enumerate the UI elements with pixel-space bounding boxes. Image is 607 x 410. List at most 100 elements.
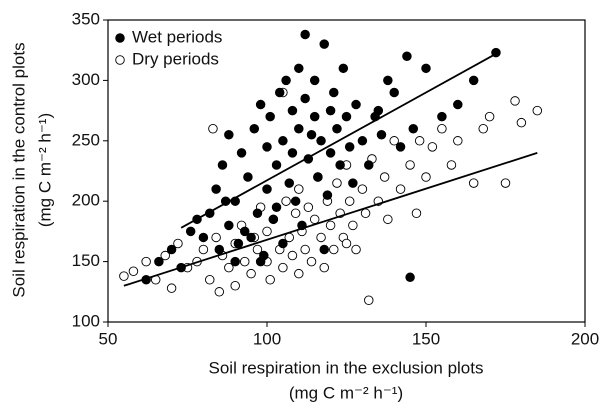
point [478, 123, 488, 134]
point [437, 111, 447, 122]
point [249, 123, 260, 134]
legend-marker [115, 33, 125, 43]
y-tick-label: 250 [72, 130, 100, 149]
point [278, 136, 288, 146]
y-tick-label: 300 [72, 70, 100, 89]
point [287, 148, 298, 158]
point [246, 268, 256, 279]
point [274, 87, 285, 98]
point [303, 202, 314, 212]
point [322, 190, 333, 200]
point [239, 256, 250, 267]
point [262, 184, 272, 194]
point [294, 268, 304, 279]
point [185, 226, 196, 237]
point [446, 160, 457, 170]
y-tick-label: 200 [72, 191, 100, 210]
point [236, 148, 247, 158]
y-axis-label: Soil respiration in the control plots [9, 42, 28, 297]
point [319, 262, 329, 273]
point [376, 130, 387, 140]
point [294, 123, 304, 134]
point [309, 111, 320, 122]
point [332, 123, 342, 134]
x-tick-label: 200 [571, 329, 599, 348]
point [341, 238, 352, 249]
point [453, 136, 463, 146]
point [316, 136, 326, 146]
point [278, 262, 288, 273]
point [166, 244, 177, 255]
point [255, 99, 266, 110]
point [271, 160, 282, 170]
point [262, 142, 272, 152]
point [344, 142, 355, 152]
y-axis-units: (mg C m⁻² h⁻¹) [35, 113, 54, 227]
point [278, 238, 288, 249]
legend-label: Wet periods [132, 27, 222, 46]
point [198, 232, 209, 243]
point [211, 184, 221, 194]
point [306, 130, 317, 140]
point [173, 238, 183, 249]
point [453, 99, 463, 110]
point [357, 184, 368, 194]
point [211, 232, 221, 243]
point [233, 238, 244, 249]
point [351, 99, 361, 110]
point [364, 160, 374, 170]
point [224, 262, 234, 273]
point [389, 87, 399, 98]
y-tick-label: 100 [72, 311, 100, 330]
point [294, 184, 304, 194]
point [243, 172, 253, 182]
x-axis-label: Soil respiration in the exclusion plots [209, 358, 484, 377]
legend-label: Dry periods [132, 49, 219, 68]
point [344, 196, 355, 206]
point [357, 136, 368, 146]
point [141, 256, 151, 267]
point [262, 226, 272, 237]
point [437, 123, 447, 134]
point [208, 123, 218, 134]
x-tick-label: 100 [253, 329, 281, 348]
point [341, 111, 352, 122]
point [214, 244, 225, 255]
point [316, 232, 326, 243]
point [532, 105, 543, 116]
point [160, 250, 170, 261]
point [325, 220, 336, 231]
point [500, 178, 511, 188]
point [198, 244, 209, 255]
point [128, 266, 139, 277]
point [230, 281, 240, 291]
point [468, 178, 479, 188]
point [252, 244, 263, 255]
trend-line [123, 152, 538, 287]
point [319, 39, 329, 49]
point [325, 148, 336, 158]
x-axis-units: (mg C m⁻² h⁻¹) [289, 383, 403, 402]
point [290, 196, 301, 206]
point [239, 226, 250, 237]
point [329, 244, 339, 255]
legend-marker [115, 55, 125, 65]
point [166, 283, 177, 293]
point [364, 295, 374, 306]
point [309, 75, 320, 86]
point [265, 274, 275, 285]
point [389, 136, 399, 146]
point [338, 63, 349, 74]
point [360, 208, 371, 219]
point [271, 202, 282, 212]
point [306, 256, 317, 267]
point [214, 287, 225, 297]
point [281, 196, 291, 206]
plot-frame [107, 19, 586, 323]
point [402, 51, 412, 61]
point [284, 178, 295, 188]
point [421, 63, 431, 74]
point [300, 244, 310, 255]
point [154, 256, 164, 267]
y-tick-label: 150 [72, 251, 100, 270]
